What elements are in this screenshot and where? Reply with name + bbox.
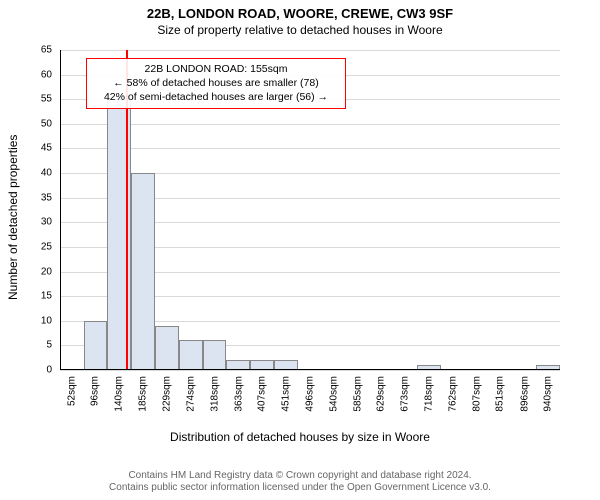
annotation-line-3: 42% of semi-detached houses are larger (… [93,90,339,104]
grid-line [60,124,560,125]
x-tick: 851sqm [495,376,506,412]
y-tick: 5 [46,340,52,351]
x-tick: 52sqm [66,376,77,406]
chart-container: 22B, LONDON ROAD, WOORE, CREWE, CW3 9SF … [0,0,600,500]
footer-line-2: Contains public sector information licen… [0,482,600,494]
x-tick: 807sqm [471,376,482,412]
grid-line [60,370,560,371]
grid-line [60,50,560,51]
x-tick: 629sqm [376,376,387,412]
annotation-box: 22B LONDON ROAD: 155sqm ← 58% of detache… [86,58,346,109]
x-tick: 96sqm [90,376,101,406]
x-tick: 585sqm [352,376,363,412]
x-tick: 496sqm [305,376,316,412]
x-tick: 451sqm [280,376,291,412]
x-tick: 718sqm [424,376,435,412]
x-tick: 762sqm [447,376,458,412]
footer-line-1: Contains HM Land Registry data © Crown c… [0,470,600,482]
y-tick: 45 [41,143,52,154]
chart-footer: Contains HM Land Registry data © Crown c… [0,470,600,494]
x-axis-label: Distribution of detached houses by size … [0,430,600,444]
y-tick: 20 [41,266,52,277]
histogram-bar [203,340,227,370]
y-tick: 0 [46,365,52,376]
y-tick: 65 [41,45,52,56]
chart-title: 22B, LONDON ROAD, WOORE, CREWE, CW3 9SF [0,0,600,21]
x-tick: 229sqm [161,376,172,412]
x-tick: 896sqm [519,376,530,412]
annotation-line-1: 22B LONDON ROAD: 155sqm [93,62,339,76]
x-tick: 140sqm [114,376,125,412]
x-tick: 363sqm [233,376,244,412]
x-tick: 940sqm [543,376,554,412]
x-axis-line [60,369,560,370]
histogram-bar [155,326,179,370]
y-axis-line [60,50,61,370]
annotation-line-2: ← 58% of detached houses are smaller (78… [93,76,339,90]
histogram-bar [179,340,203,370]
y-tick: 30 [41,217,52,228]
y-tick: 10 [41,315,52,326]
x-tick: 318sqm [209,376,220,412]
x-tick: 407sqm [257,376,268,412]
y-axis-ticks: 05101520253035404550556065 [0,50,56,370]
histogram-bar [131,173,155,370]
y-tick: 60 [41,69,52,80]
histogram-bar [84,321,108,370]
y-tick: 35 [41,192,52,203]
chart-subtitle: Size of property relative to detached ho… [0,21,600,37]
x-tick: 540sqm [328,376,339,412]
x-tick: 185sqm [138,376,149,412]
grid-line [60,148,560,149]
y-tick: 25 [41,241,52,252]
x-tick: 274sqm [185,376,196,412]
y-tick: 15 [41,291,52,302]
y-tick: 50 [41,118,52,129]
y-tick: 40 [41,168,52,179]
y-tick: 55 [41,94,52,105]
x-axis-ticks: 52sqm 96sqm 140sqm 185sqm 229sqm 274sqm 318sqm… [60,372,560,428]
x-tick: 673sqm [399,376,410,412]
